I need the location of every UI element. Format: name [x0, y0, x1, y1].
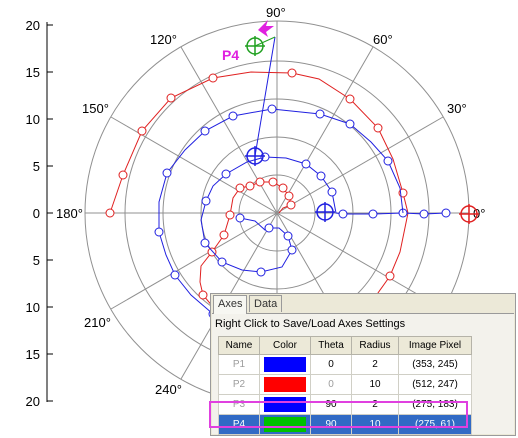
color-swatch	[264, 417, 306, 432]
point-theta-cell[interactable]: 0	[310, 374, 352, 395]
point-theta-cell[interactable]: 90	[310, 414, 352, 435]
tab-axes[interactable]: Axes	[213, 295, 248, 314]
point-theta-cell[interactable]: 0	[310, 354, 352, 375]
blue-data-markers	[200, 152, 451, 277]
y-tick-label: 5	[33, 253, 40, 268]
color-swatch	[264, 357, 306, 372]
column-header-theta[interactable]: Theta	[310, 336, 352, 355]
y-tick-label: 20	[26, 18, 40, 33]
axes-settings-panel: Axes Data Right Click to Save/Load Axes …	[210, 293, 516, 436]
point-radius-cell[interactable]: 2	[351, 394, 399, 415]
point-color-cell[interactable]	[259, 354, 311, 375]
angle-label-210: 210°	[84, 315, 111, 330]
point-radius-cell[interactable]: 10	[351, 374, 399, 395]
y-tick-label: 0	[33, 206, 40, 221]
y-axis-ticks	[47, 24, 53, 402]
y-tick-label: 15	[26, 347, 40, 362]
column-header-name[interactable]: Name	[218, 336, 260, 355]
point-name-cell: P1	[218, 354, 260, 375]
angle-label-240: 240°	[155, 382, 182, 397]
column-header-image-pixel[interactable]: Image Pixel	[398, 336, 472, 355]
point-radius-cell[interactable]: 2	[351, 354, 399, 375]
blue-outer-curve	[158, 108, 404, 336]
point-radius-cell[interactable]: 10	[351, 414, 399, 435]
y-tick-label: 10	[26, 112, 40, 127]
tab-data[interactable]: Data	[249, 295, 283, 312]
column-header-radius[interactable]: Radius	[351, 336, 399, 355]
point-color-cell[interactable]	[259, 374, 311, 395]
point-pixel-cell: (275, 183)	[398, 394, 472, 415]
y-tick-label: 10	[26, 300, 40, 315]
y-tick-label: 5	[33, 159, 40, 174]
axis-point-p4-marker[interactable]	[245, 36, 265, 56]
angle-label-30: 30°	[447, 101, 467, 116]
angle-label-90: 90°	[266, 5, 286, 20]
point-color-cell[interactable]	[259, 414, 311, 435]
point-name-cell: P2	[218, 374, 260, 395]
y-tick-label: 15	[26, 65, 40, 80]
point-name-cell: P4	[218, 414, 260, 435]
color-swatch	[264, 377, 306, 392]
point-theta-cell[interactable]: 90	[310, 394, 352, 415]
p3-link-line	[254, 36, 276, 157]
axis-point-p2-marker[interactable]	[459, 204, 479, 224]
table-row[interactable]: P3 90 2 (275, 183)	[218, 394, 472, 415]
point-color-cell[interactable]	[259, 394, 311, 415]
angle-label-150: 150°	[82, 101, 109, 116]
angle-label-120: 120°	[150, 32, 177, 47]
axis-point-p1-marker[interactable]	[315, 202, 335, 222]
axes-settings-hint: Right Click to Save/Load Axes Settings	[215, 318, 406, 330]
point-name-cell: P3	[218, 394, 260, 415]
point-pixel-cell: (275, 61)	[398, 414, 472, 435]
axes-tab-content: Right Click to Save/Load Axes Settings N…	[212, 313, 514, 435]
axis-points-table[interactable]: Name Color Theta Radius Image Pixel P1 0…	[218, 336, 472, 435]
p4-label: P4	[222, 47, 239, 63]
table-row-selected[interactable]: P4 90 10 (275, 61)	[218, 414, 472, 435]
cursor-arrow-icon	[258, 20, 274, 37]
table-row[interactable]: P1 0 2 (353, 245)	[218, 354, 472, 375]
point-pixel-cell: (512, 247)	[398, 374, 472, 395]
column-header-color[interactable]: Color	[259, 336, 311, 355]
color-swatch	[264, 397, 306, 412]
angle-label-60: 60°	[373, 32, 393, 47]
p4-link-line	[254, 36, 276, 47]
angle-label-180: 180°	[56, 206, 83, 221]
table-header-row: Name Color Theta Radius Image Pixel	[218, 336, 472, 355]
y-tick-label: 20	[26, 394, 40, 409]
table-row[interactable]: P2 0 10 (512, 247)	[218, 374, 472, 395]
point-pixel-cell: (353, 245)	[398, 354, 472, 375]
